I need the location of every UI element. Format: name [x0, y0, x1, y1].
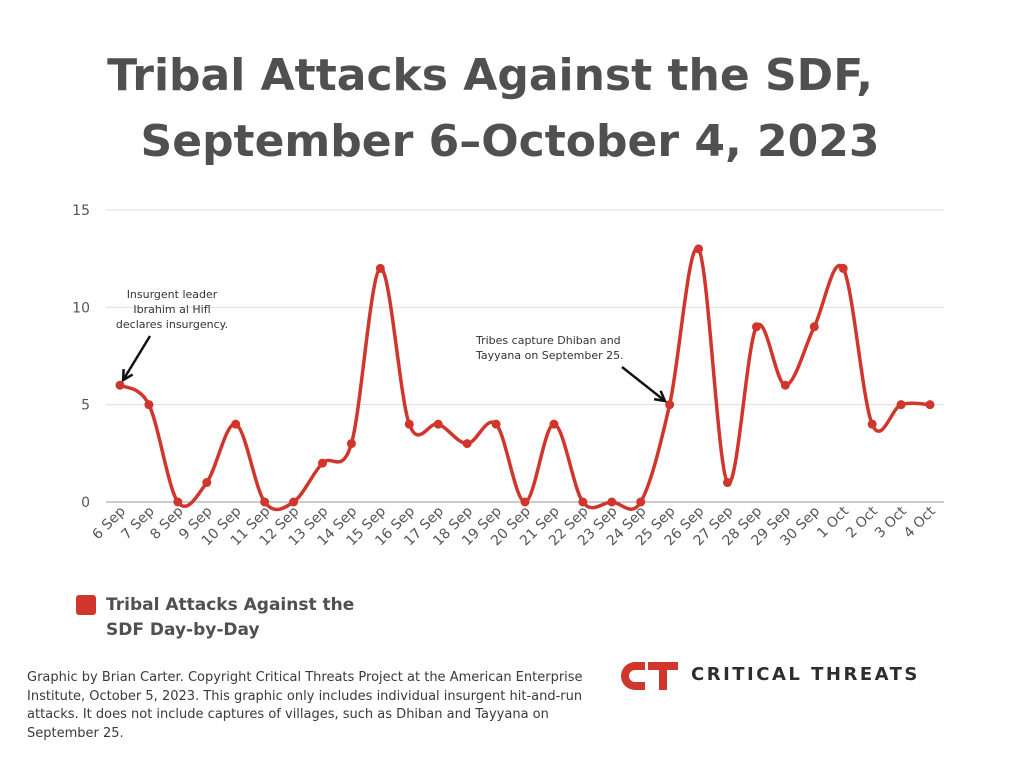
y-tick-label: 5 [81, 398, 90, 414]
y-tick-label: 10 [72, 300, 90, 316]
x-tick-label: 2 Oct [843, 503, 881, 541]
data-point-16-sep [404, 419, 414, 429]
data-point-30-sep [809, 322, 819, 332]
annotation-text: declares insurgency. [116, 318, 228, 331]
data-point-4-oct [925, 400, 935, 410]
data-point-15-sep [375, 263, 385, 273]
footnote: Graphic by Brian Carter. Copyright Criti… [27, 670, 583, 741]
data-point-3-oct [896, 400, 906, 410]
x-tick-label: 3 Oct [872, 503, 910, 541]
data-point-26-sep [694, 244, 704, 254]
annotation: Insurgent leader Ibrahim al Hifl declares … [116, 288, 228, 383]
data-point-8-sep [173, 497, 183, 507]
annotation-arrow-head [653, 390, 667, 403]
data-point-9-sep [202, 478, 212, 488]
legend-label: Tribal Attacks Against the SDF Day-by-Da… [106, 595, 355, 640]
data-point-20-sep [520, 497, 530, 507]
logo-wordmark: CRITICAL THREATS [691, 664, 920, 685]
annotation-arrow-shaft [621, 366, 666, 402]
data-point-18-sep [462, 439, 472, 449]
data-point-7-sep [144, 400, 154, 410]
data-point-6-sep [115, 380, 125, 390]
data-point-11-sep [260, 497, 270, 507]
legend-swatch [76, 595, 96, 615]
annotation-text: Tribes capture Dhiban and [475, 334, 621, 347]
data-point-19-sep [491, 419, 501, 429]
annotation-text: Ibrahim al Hifl [133, 303, 210, 316]
data-point-13-sep [318, 458, 327, 468]
annotation-text: Insurgent leader [127, 288, 218, 301]
series-line [118, 246, 932, 512]
annotation-arrow-shaft [122, 335, 152, 381]
data-point-22-sep [578, 497, 588, 507]
series-points [115, 244, 935, 507]
annotation-text: Tayyana on September 25. [475, 349, 624, 362]
y-axis-ticks: 0 5 10 15 [72, 203, 90, 511]
data-point-17-sep [433, 419, 443, 429]
data-point-25-sep [665, 400, 675, 410]
ct-logo-icon [621, 662, 678, 690]
annotation: Tribes capture Dhiban and Tayyana on Sept… [475, 334, 667, 403]
data-point-21-sep [549, 419, 559, 429]
data-point-24-sep [636, 497, 646, 507]
data-point-12-sep [289, 497, 299, 507]
x-tick-label: 4 Oct [901, 503, 939, 541]
data-point-2-oct [867, 419, 877, 429]
data-point-27-sep [723, 478, 732, 488]
data-point-14-sep [346, 439, 356, 449]
data-point-23-sep [607, 497, 617, 507]
x-tick-label: 1 Oct [814, 503, 852, 541]
chart-title-line-2: September 6–October 4, 2023 [140, 116, 880, 167]
y-tick-label: 15 [72, 203, 90, 219]
annotations: Insurgent leader Ibrahim al Hifl declares … [116, 288, 667, 403]
y-tick-label: 0 [81, 495, 90, 511]
annotation-arrow-head [121, 369, 134, 383]
data-point-28-sep [751, 322, 761, 332]
chart-title-line-1: Tribal Attacks Against the SDF, [107, 50, 873, 101]
data-point-29-sep [780, 380, 790, 390]
data-point-1-oct [838, 263, 848, 273]
series-line-path [118, 246, 932, 512]
data-point-10-sep [231, 419, 241, 429]
